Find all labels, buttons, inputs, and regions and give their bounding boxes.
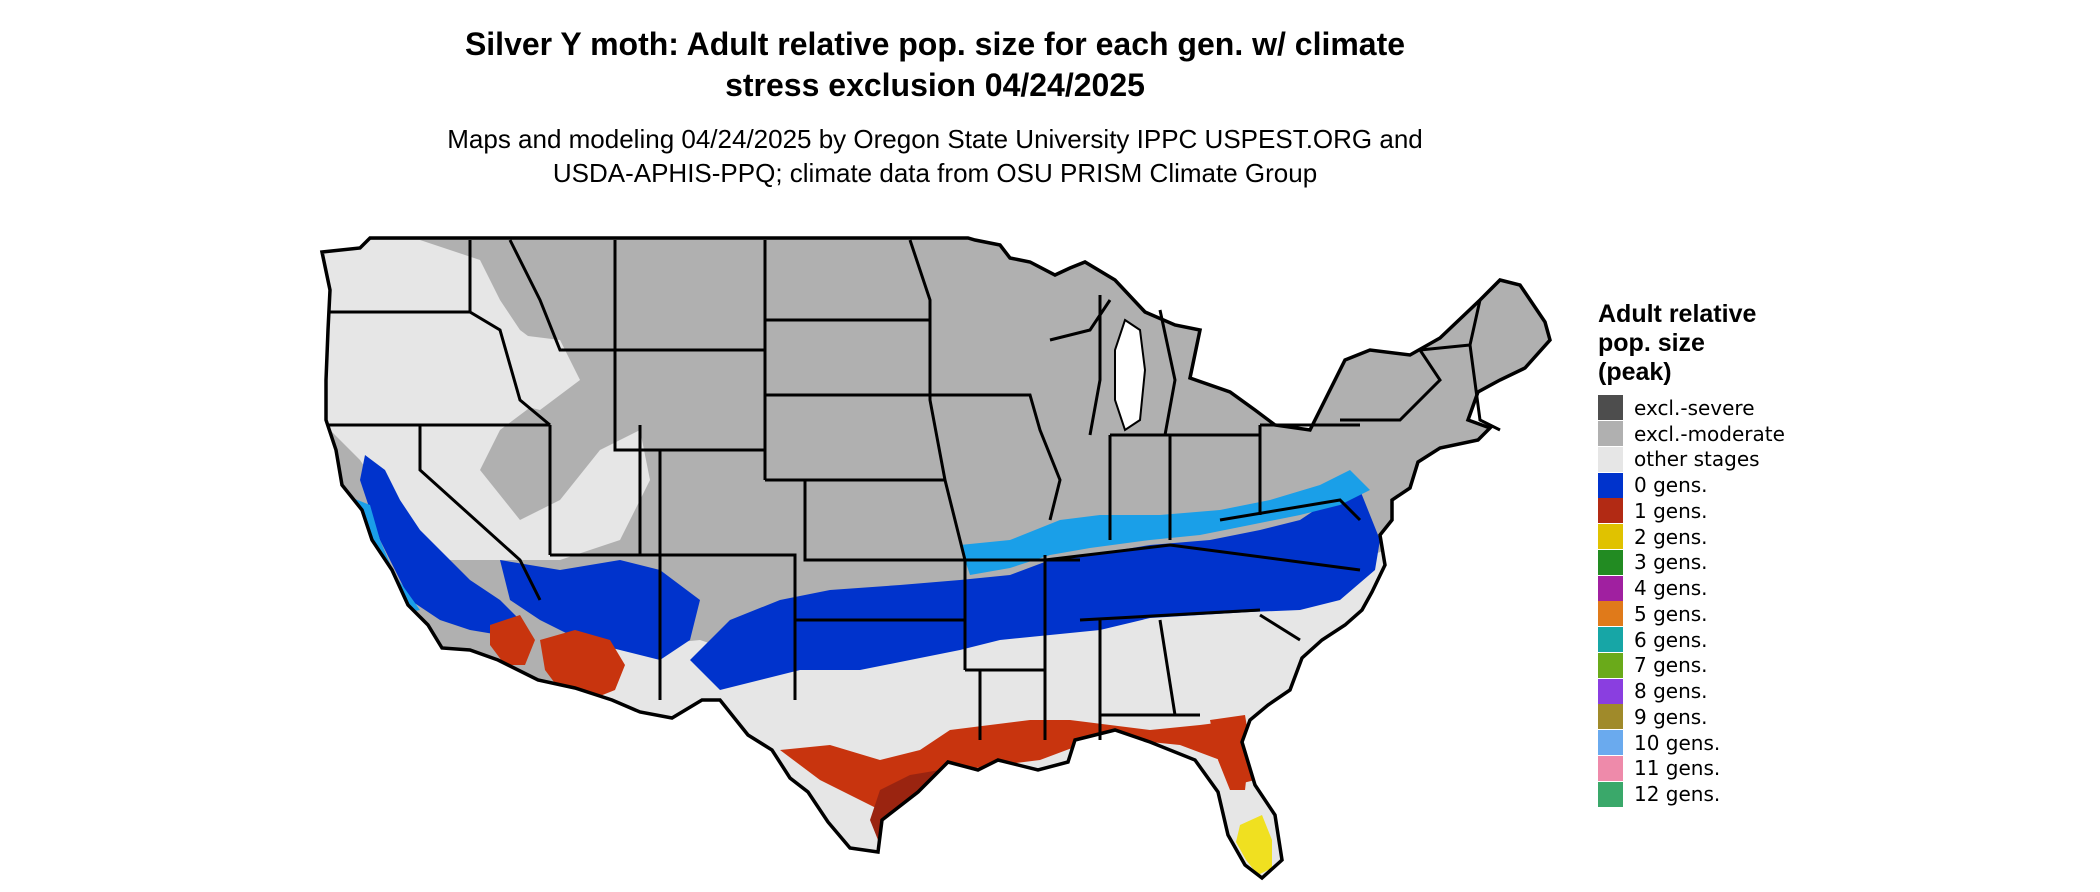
- legend-item: 7 gens.: [1598, 652, 1785, 679]
- legend-label: 4 gens.: [1634, 576, 1708, 601]
- subtitle-line-2: USDA-APHIS-PPQ; climate data from OSU PR…: [552, 158, 1318, 188]
- legend-label: 2 gens.: [1634, 524, 1708, 549]
- legend-label: 11 gens.: [1634, 756, 1721, 781]
- legend-title-line: (peak): [1598, 358, 1672, 386]
- legend-label: 0 gens.: [1634, 473, 1708, 498]
- legend-swatch: [1598, 755, 1623, 781]
- legend-item: 3 gens.: [1598, 549, 1785, 576]
- legend-swatch: [1598, 601, 1623, 627]
- title-line-1: Silver Y moth: Adult relative pop. size …: [464, 26, 1406, 62]
- legend-swatch: [1598, 730, 1623, 756]
- state-borders: [328, 239, 1501, 740]
- title-line-2: stress exclusion 04/24/2025: [725, 67, 1145, 103]
- legend-label: excl.-moderate: [1634, 421, 1785, 446]
- map-title: Silver Y moth: Adult relative pop. size …: [0, 24, 1870, 106]
- legend-swatch: [1598, 549, 1623, 575]
- legend-swatch: [1598, 446, 1623, 472]
- legend-item: 6 gens.: [1598, 627, 1785, 653]
- map-subtitle: Maps and modeling 04/24/2025 by Oregon S…: [0, 122, 1870, 190]
- legend-swatch: [1598, 627, 1623, 653]
- legend-label: 10 gens.: [1634, 730, 1721, 755]
- legend-swatch: [1598, 395, 1623, 421]
- legend-item: 12 gens.: [1598, 781, 1785, 807]
- legend-item: 1 gens.: [1598, 498, 1785, 524]
- legend-label: 8 gens.: [1634, 679, 1708, 704]
- us-map: [320, 236, 1552, 880]
- legend-label: 6 gens.: [1634, 627, 1708, 652]
- legend-label: 12 gens.: [1634, 782, 1721, 807]
- lake-michigan: [1114, 318, 1147, 432]
- gen1-florida: [1210, 715, 1250, 790]
- legend-label: 9 gens.: [1634, 704, 1708, 729]
- legend-item: other stages: [1598, 446, 1785, 473]
- legend-item: 8 gens.: [1598, 678, 1785, 704]
- gen0-sw-desert: [500, 560, 700, 660]
- legend-swatch: [1598, 704, 1623, 730]
- legend-swatch: [1598, 498, 1623, 524]
- legend-swatch: [1598, 524, 1623, 550]
- gen0-southern-band: [690, 490, 1380, 690]
- legend-label: 3 gens.: [1634, 550, 1708, 575]
- legend-item: 5 gens.: [1598, 601, 1785, 627]
- legend-item: excl.-severe: [1598, 395, 1785, 421]
- legend-title-line: Adult relative: [1598, 300, 1757, 328]
- legend-item: 9 gens.: [1598, 704, 1785, 730]
- legend-swatch: [1598, 678, 1623, 704]
- legend-swatch: [1598, 575, 1623, 601]
- legend-swatch: [1598, 781, 1623, 807]
- gen2-south-florida: [1236, 815, 1272, 875]
- legend-item: 0 gens.: [1598, 472, 1785, 498]
- gen0-light-fringe: [960, 470, 1370, 575]
- legend-label: other stages: [1634, 447, 1760, 472]
- legend-label: excl.-severe: [1634, 395, 1755, 420]
- other-stages-northwest: [322, 240, 650, 560]
- legend-item: 10 gens.: [1598, 730, 1785, 756]
- legend-items: excl.-severe excl.-moderate other stages 0 …: [1598, 395, 1785, 807]
- legend-label: 5 gens.: [1634, 601, 1708, 626]
- legend-item: excl.-moderate: [1598, 421, 1785, 447]
- subtitle-line-1: Maps and modeling 04/24/2025 by Oregon S…: [447, 124, 1423, 154]
- legend-title: Adult relative pop. size (peak): [1598, 300, 1785, 387]
- gen1-se-california: [490, 615, 535, 665]
- gen1-arizona: [540, 630, 625, 700]
- legend-title-line: pop. size: [1598, 329, 1705, 357]
- legend-label: 1 gens.: [1634, 498, 1708, 523]
- legend-label: 7 gens.: [1634, 653, 1708, 678]
- legend-swatch: [1598, 421, 1623, 447]
- legend-item: 11 gens.: [1598, 755, 1785, 782]
- legend-swatch: [1598, 652, 1623, 678]
- legend: Adult relative pop. size (peak) excl.-seve…: [1598, 300, 1785, 807]
- legend-item: 2 gens.: [1598, 524, 1785, 550]
- legend-swatch: [1598, 472, 1623, 498]
- gen0-california: [360, 455, 520, 635]
- legend-item: 4 gens.: [1598, 575, 1785, 601]
